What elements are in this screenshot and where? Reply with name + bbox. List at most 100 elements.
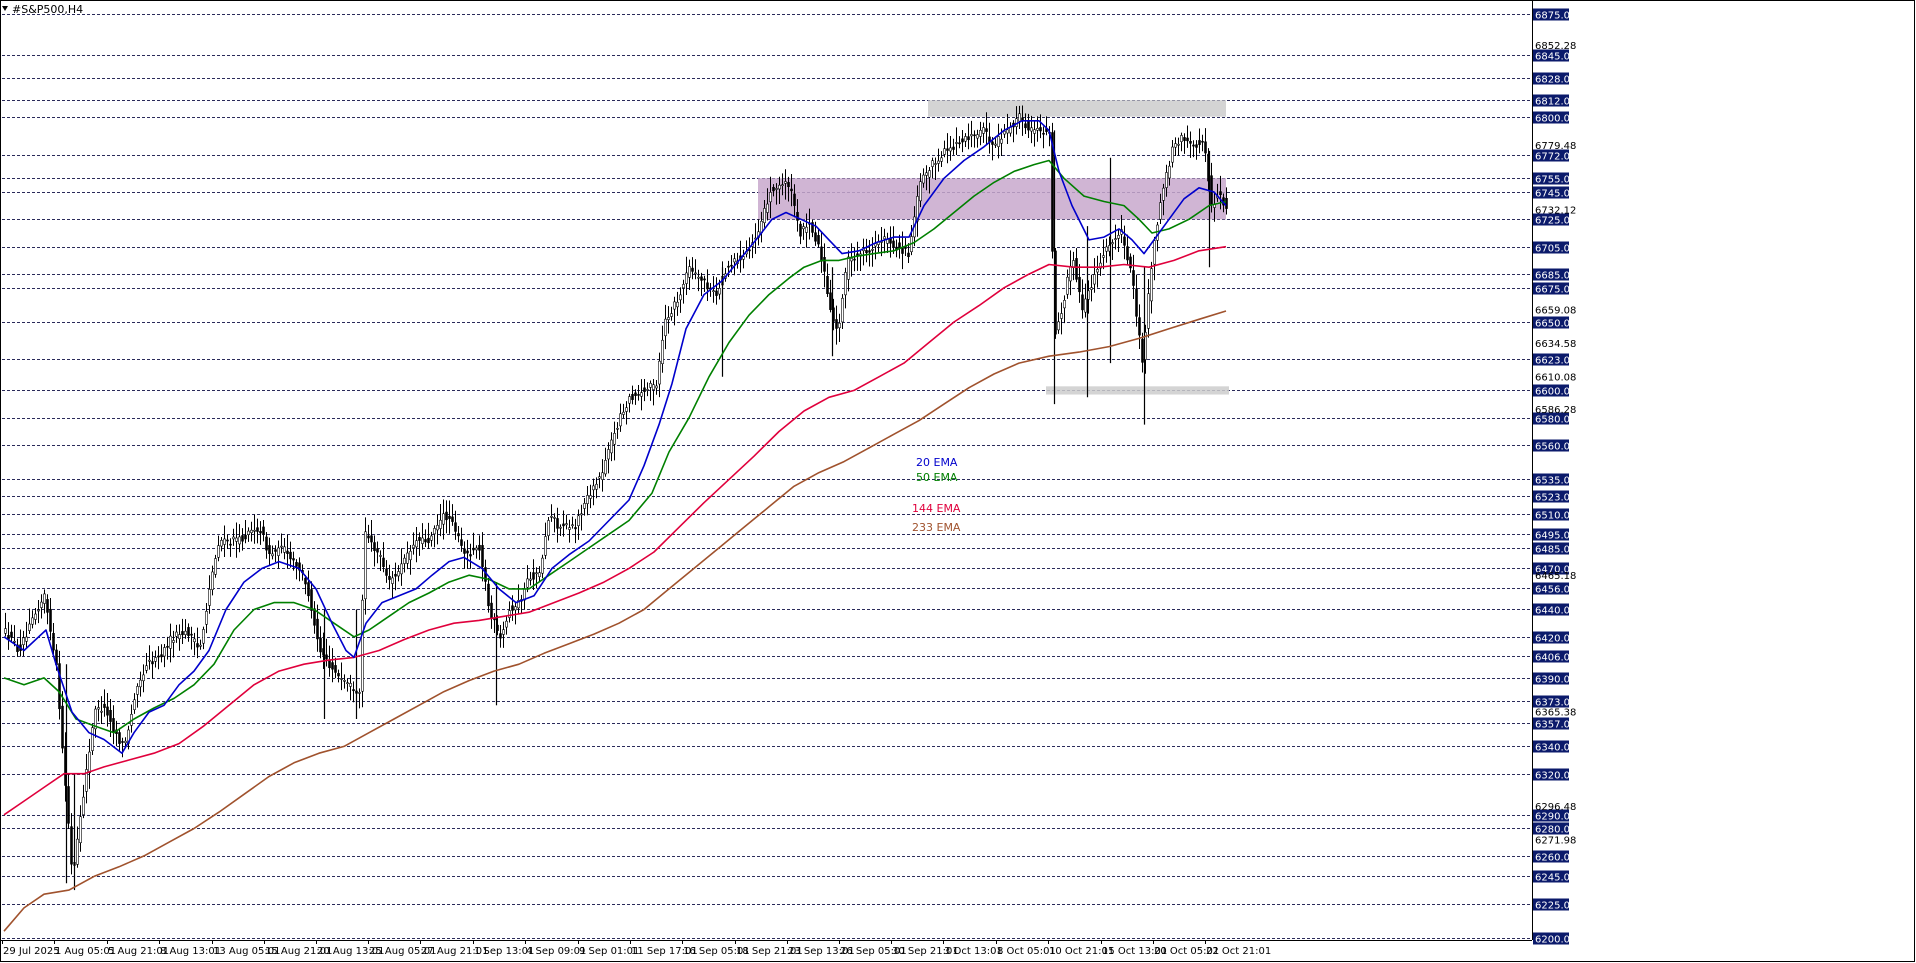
candle-body (103, 703, 106, 708)
price-label-bg (1533, 384, 1569, 397)
candle-body (982, 127, 985, 134)
candle-body (253, 529, 256, 532)
price-label-bg (1533, 268, 1569, 281)
candle-body (676, 301, 679, 308)
candle-body (58, 663, 61, 710)
price-level-label: 6390.00 (1535, 675, 1576, 686)
price-level-label: 6485.00 (1535, 545, 1576, 556)
candle-body (205, 611, 208, 625)
candle-body (178, 634, 181, 639)
candle-body (1039, 127, 1042, 132)
candle-body (406, 552, 409, 564)
price-label-bg (1533, 768, 1569, 781)
candle-body (289, 551, 292, 560)
price-level-label: 6280.00 (1535, 825, 1576, 836)
time-axis-label: 20 Oct 05:01 (1154, 946, 1219, 957)
support-box (1046, 386, 1229, 395)
candle-body (358, 692, 361, 694)
price-marker-label: 6852.28 (1535, 41, 1576, 52)
price-label-bg (1533, 528, 1569, 541)
price-label-bg (1533, 282, 1569, 295)
candle-body (280, 545, 283, 548)
price-marker-label: 6732.12 (1535, 206, 1576, 217)
candle-body (715, 290, 718, 296)
candle-body (277, 547, 280, 556)
price-level-label: 6725.00 (1535, 216, 1576, 227)
candle-body (976, 134, 979, 139)
candle-body (820, 246, 823, 262)
candle-body (1075, 258, 1078, 280)
candles (4, 105, 1228, 891)
candle-body (1147, 293, 1150, 329)
candle-body (619, 413, 622, 427)
candle-body (382, 557, 385, 567)
candle-body (589, 495, 592, 499)
price-label-bg (1533, 822, 1569, 835)
candle-body (979, 130, 982, 137)
legend-item: 20 EMA (916, 456, 958, 469)
price-level-label: 6845.00 (1535, 52, 1576, 63)
price-label-bg (1533, 186, 1569, 199)
candle-body (883, 236, 886, 240)
candle-body (457, 533, 460, 537)
candle-body (898, 242, 901, 249)
time-axis-label: 3 Oct 13:01 (944, 946, 1003, 957)
candle-body (682, 284, 685, 289)
candle-body (136, 686, 139, 695)
candle-body (151, 661, 154, 665)
candle-body (934, 163, 937, 165)
price-label-bg (1533, 672, 1569, 685)
dropdown-triangle-icon[interactable] (2, 6, 8, 11)
candle-body (274, 549, 277, 552)
candle-body (601, 472, 604, 480)
candle-body (1189, 141, 1192, 144)
candle-body (427, 537, 430, 544)
candle-body (97, 707, 100, 710)
candle-body (826, 276, 829, 295)
price-level-label: 6260.00 (1535, 853, 1576, 864)
candle-body (679, 294, 682, 301)
price-level-label: 6600.00 (1535, 387, 1576, 398)
candle-body (16, 644, 19, 652)
time-axis-label: 15 Oct 13:01 (1102, 946, 1167, 957)
candle-body (793, 193, 796, 206)
candle-body (1177, 143, 1180, 146)
candle-body (538, 572, 541, 577)
candle-body (1066, 276, 1069, 295)
candle-body (1225, 197, 1228, 209)
candle-body (481, 545, 484, 567)
candle-body (997, 136, 1000, 147)
candle-body (964, 136, 967, 142)
candle-body (145, 665, 148, 671)
candle-body (634, 392, 637, 396)
candle-body (388, 575, 391, 580)
candle-body (817, 235, 820, 245)
time-axis-label: 13 Aug 05:01 (213, 946, 280, 957)
candle-body (229, 543, 232, 546)
price-level-label: 6755.00 (1535, 175, 1576, 186)
candle-body (154, 657, 157, 662)
price-level-label: 6225.00 (1535, 901, 1576, 912)
candle-body (472, 547, 475, 551)
time-axis-label: 8 Oct 05:01 (997, 946, 1056, 957)
candle-body (1123, 236, 1126, 246)
candle-body (334, 665, 337, 673)
candle-body (712, 290, 715, 292)
candle-body (283, 546, 286, 553)
candle-body (451, 516, 454, 522)
price-label-bg (1533, 316, 1569, 329)
candle-body (1063, 300, 1066, 309)
candle-body (925, 172, 928, 176)
candle-body (565, 523, 568, 526)
candle-body (703, 278, 706, 281)
candle-body (613, 433, 616, 445)
candle-body (211, 571, 214, 590)
price-level-label: 6510.00 (1535, 511, 1576, 522)
candle-body (667, 317, 670, 320)
candle-body (373, 542, 376, 551)
price-level-label: 6580.00 (1535, 415, 1576, 426)
candle-body (1036, 128, 1039, 131)
candle-body (553, 517, 556, 519)
price-label-bg (1533, 111, 1569, 124)
